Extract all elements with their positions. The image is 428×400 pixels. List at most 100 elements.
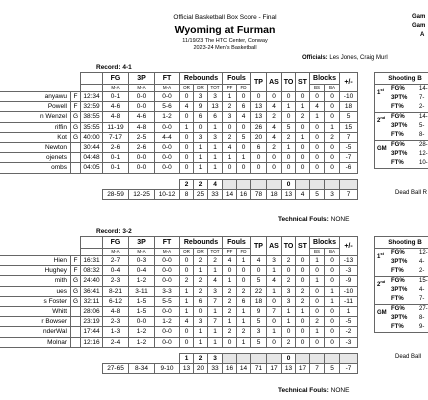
player-position xyxy=(70,305,81,318)
stat-tp: 18 xyxy=(250,295,267,307)
player-position: G xyxy=(70,121,81,133)
stat-bs: 0 xyxy=(309,90,325,103)
totals-row: 27-65 8-34 9-10 13 20 33 16 14 71 17 13 17 7 5 -7 xyxy=(0,362,358,375)
stat-as: 2 xyxy=(266,141,282,154)
stat-tp3: 2-6 xyxy=(128,141,155,154)
stat-tp: 6 xyxy=(250,141,267,154)
player-name: s Foster xyxy=(0,295,71,307)
stat-st: 1 xyxy=(295,305,310,318)
stat-dr: 2 xyxy=(193,254,208,267)
stat-ft: 0-0 xyxy=(154,326,180,338)
stat-pf: 1 xyxy=(222,152,237,164)
header-blank xyxy=(80,248,103,256)
techs-value: NONE xyxy=(330,387,350,394)
totals-blank xyxy=(71,189,81,199)
shooting-label: FG% xyxy=(391,86,405,92)
player-row: ues G 36:41 8-21 3-11 3-3 1 2 3 2 2 22 1 3 2 0 1 -10 xyxy=(0,285,358,297)
stat-min: 40:00 xyxy=(80,131,103,143)
player-position: G xyxy=(70,111,81,123)
shooting-row: FT% 7- xyxy=(375,295,428,304)
stat-ft: 0-0 xyxy=(154,152,180,164)
player-row: ojenets 04:48 0-1 0-0 0-0 0 1 1 1 1 0 0 0 0 0 0 -7 xyxy=(0,152,358,164)
stat-fd: 0 xyxy=(236,141,251,154)
stat-pf: 1 xyxy=(222,275,237,287)
shooting-row: FT% 9- xyxy=(375,323,428,332)
player-position xyxy=(70,336,81,348)
stat-tp: 0 xyxy=(250,162,267,174)
shooting-value: 14- xyxy=(419,114,428,120)
header-blank xyxy=(71,85,81,92)
stat-pf: 4 xyxy=(222,141,237,154)
player-row: mith G 24:40 2-3 1-2 0-0 2 2 4 1 0 5 4 2 0 1 0 -9 xyxy=(0,275,358,287)
shooting-value: 27- xyxy=(419,306,428,312)
team-pm xyxy=(339,352,358,364)
shooting-label: FT% xyxy=(391,324,404,330)
stat-ft: 0-0 xyxy=(154,90,180,103)
col-tot: TOT xyxy=(207,248,223,256)
col-or: OR xyxy=(179,248,194,256)
period-suffix: st xyxy=(380,251,384,256)
shooting-value: 7- xyxy=(419,296,425,302)
stat-tp3: 0-0 xyxy=(128,152,155,164)
stat-bs: 0 xyxy=(309,121,325,133)
stat-fg: 2-3 xyxy=(102,275,129,287)
team1-box-table: FG 3P FT Rebounds Fouls TP AS TO ST Blocks +/- M-A M… xyxy=(0,72,358,200)
stat-or: 0 xyxy=(179,152,194,164)
col-3p-ma: M-A xyxy=(128,248,155,256)
col-bs: BS xyxy=(309,248,325,256)
period-suffix: st xyxy=(380,87,384,92)
stat-tot: 1 xyxy=(207,152,223,164)
stat-ba: 0 xyxy=(324,336,340,348)
stat-to: 1 xyxy=(281,316,296,328)
stat-ba: 1 xyxy=(324,285,340,297)
stat-fg: 8-21 xyxy=(102,285,129,297)
stat-dr: 3 xyxy=(193,90,208,103)
stat-fg: 7-17 xyxy=(102,131,129,143)
shooting-value: 28- xyxy=(419,142,428,148)
stat-ba: 1 xyxy=(324,295,340,307)
stat-tp3: 3-11 xyxy=(128,285,155,297)
stat-tp3: 4-6 xyxy=(128,111,155,123)
col-fg-ma: M-A xyxy=(102,84,129,92)
stat-st: 0 xyxy=(295,316,310,328)
col-to: TO xyxy=(281,236,296,256)
stat-ft: 0-0 xyxy=(154,336,180,348)
stat-pm: -6 xyxy=(339,162,358,174)
stat-pm: -7 xyxy=(339,152,358,164)
stat-as: 0 xyxy=(266,90,282,103)
player-name: Molnar xyxy=(0,336,71,348)
total-tp3: 8-34 xyxy=(128,362,155,375)
stat-or: 0 xyxy=(179,131,194,143)
stat-ba: 0 xyxy=(324,305,340,318)
stat-tot: 1 xyxy=(207,336,223,348)
stat-fd: 5 xyxy=(236,131,251,143)
col-fouls: Fouls xyxy=(222,72,251,85)
total-fg: 28-59 xyxy=(102,188,129,200)
header-blank xyxy=(80,84,103,92)
team-blank xyxy=(81,179,103,189)
team-tot: 3 xyxy=(207,352,223,364)
stat-dr: 1 xyxy=(193,265,208,277)
stat-dr: 6 xyxy=(193,295,208,307)
techs-label: Technical Fouls: xyxy=(278,387,329,394)
stat-tot: 1 xyxy=(207,141,223,154)
total-ba: 3 xyxy=(324,188,340,200)
shooting-title: Shooting B xyxy=(375,73,428,85)
col-fg-ma: M-A xyxy=(102,248,129,256)
period-number: 2 xyxy=(377,282,381,288)
stat-dr: 1 xyxy=(193,141,208,154)
stat-tp3: 0-0 xyxy=(128,90,155,103)
shooting-label: 3PT% xyxy=(391,123,408,129)
stat-ft: 0-0 xyxy=(154,254,180,267)
total-fd: 16 xyxy=(236,188,251,200)
team-as xyxy=(266,178,282,190)
player-position xyxy=(70,141,81,154)
col-pf: PF xyxy=(222,248,237,256)
stat-min: 35:55 xyxy=(80,121,103,133)
col-dr: DR xyxy=(193,84,208,92)
stat-bs: 0 xyxy=(309,162,325,174)
team-blank xyxy=(103,179,129,189)
shooting-period: 1st xyxy=(377,249,384,262)
stat-bs: 1 xyxy=(309,254,325,267)
stat-fg: 2-4 xyxy=(102,336,129,348)
